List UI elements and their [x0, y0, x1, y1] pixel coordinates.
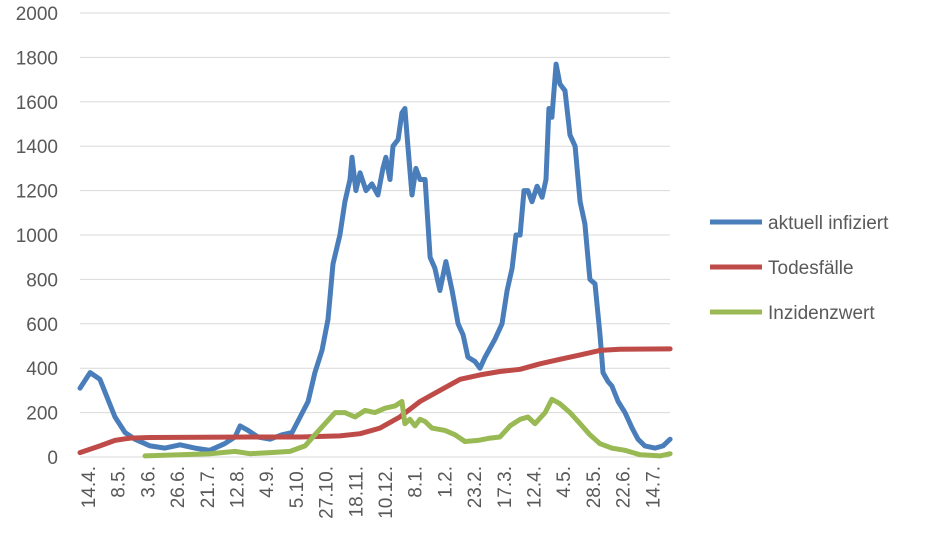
x-tick-label: 26.6. [168, 466, 189, 508]
y-tick-label: 1600 [16, 93, 58, 114]
y-tick-label: 600 [26, 315, 58, 336]
x-tick-label: 1.2. [435, 466, 456, 498]
legend-label: Todesfälle [768, 258, 854, 279]
x-tick-label: 8.5. [109, 466, 130, 498]
x-tick-label: 12.4. [525, 466, 546, 508]
x-tick-label: 17.3. [495, 466, 516, 508]
y-tick-label: 400 [26, 359, 58, 380]
x-tick-label: 21.7. [198, 466, 219, 508]
x-tick-label: 27.10. [317, 466, 338, 519]
series-line-2 [142, 396, 673, 459]
legend: aktuell infiziert Todesfälle Inzidenzwert [710, 213, 889, 324]
y-tick-label: 1400 [16, 137, 58, 158]
x-tick-label: 10.12. [376, 466, 397, 519]
y-tick-label: 1800 [16, 48, 58, 69]
y-tick-label: 2000 [16, 4, 58, 25]
legend-label: Inzidenzwert [768, 303, 875, 324]
x-tick-label: 23.2. [465, 466, 486, 508]
x-tick-label: 28.5. [584, 466, 605, 508]
x-tick-label: 14.7. [643, 466, 664, 508]
x-tick-label: 4.5. [554, 466, 575, 498]
y-axis-ticks: 0 200 400 600 800 1000 1200 1400 1600 1800 2000 [16, 4, 58, 469]
y-tick-label: 1000 [16, 226, 58, 247]
legend-label: aktuell infiziert [768, 213, 889, 234]
x-tick-label: 14.4. [79, 466, 100, 508]
series-lines [77, 61, 673, 459]
y-tick-label: 1200 [16, 182, 58, 203]
y-tick-label: 200 [26, 404, 58, 425]
x-tick-label: 5.10. [287, 466, 308, 508]
x-tick-label: 3.6. [138, 466, 159, 498]
y-tick-label: 0 [47, 448, 58, 469]
x-tick-label: 4.9. [257, 466, 278, 498]
x-tick-label: 12.8. [228, 466, 249, 508]
x-tick-label: 22.6. [614, 466, 635, 508]
x-axis-ticks: 14.4. 8.5. 3.6. 26.6. 21.7. 12.8. 4.9. 5.10. 27.… [79, 466, 664, 519]
grid-lines [80, 12, 670, 458]
series-line-0 [77, 61, 673, 453]
y-tick-label: 800 [26, 270, 58, 291]
x-tick-label: 8.1. [406, 466, 427, 498]
x-tick-label: 18.11. [346, 466, 367, 517]
series-line-1 [77, 346, 673, 456]
